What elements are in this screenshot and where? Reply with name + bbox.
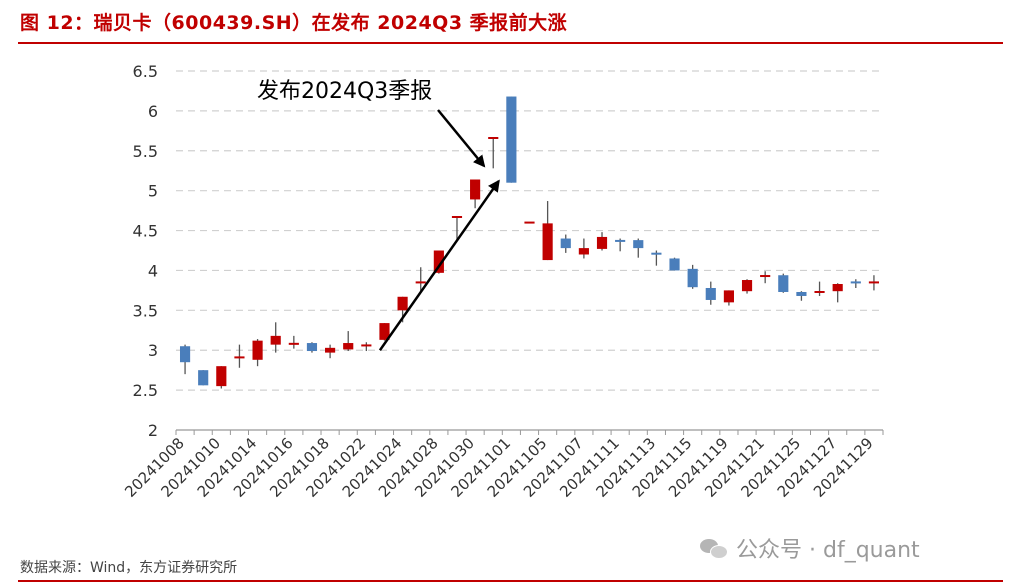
y-tick-label: 6.5	[133, 62, 158, 81]
candle-body	[832, 284, 843, 292]
candle-body	[687, 268, 698, 288]
candle-20241122	[778, 273, 789, 293]
candle-20241105	[542, 201, 553, 261]
candle-20241118	[705, 281, 716, 305]
candle-20241108	[596, 232, 608, 251]
axes: 22.533.544.555.566.520241008202410102024…	[121, 62, 884, 501]
candle-20241017	[306, 342, 318, 353]
candle-body	[325, 347, 336, 353]
candle-20241111	[615, 238, 626, 252]
candle-20241120	[741, 279, 753, 294]
candle-20241023	[379, 323, 390, 341]
candle-body	[270, 335, 281, 345]
candle-body	[723, 290, 734, 303]
candle-body	[705, 287, 716, 300]
candle-20241119	[723, 290, 734, 306]
candle-body	[741, 280, 753, 292]
candle-20241018	[325, 344, 336, 359]
y-tick-label: 3.5	[133, 301, 158, 320]
candle-20241011	[234, 344, 245, 368]
candle-body	[796, 291, 807, 296]
candle-body	[778, 275, 789, 292]
candle-20241125	[796, 291, 807, 301]
candle-20241009	[198, 370, 209, 386]
y-tick-label: 5	[148, 182, 158, 201]
candle-20241015	[270, 322, 281, 353]
candle-body	[306, 343, 318, 352]
candle-body	[578, 248, 589, 255]
candle-body	[397, 296, 408, 311]
title-divider	[18, 42, 1003, 44]
candle-20241107	[578, 238, 589, 259]
y-tick-label: 5.5	[133, 142, 158, 161]
candle-20241113	[651, 250, 662, 266]
candle-body	[179, 346, 191, 363]
gridlines	[176, 70, 883, 391]
candle-20241010	[216, 366, 227, 389]
candle-20241021	[343, 331, 354, 352]
candle-20241128	[850, 279, 861, 288]
candle-body	[633, 240, 644, 249]
candle-20241022	[361, 342, 372, 352]
candle-body	[542, 223, 553, 261]
y-tick-label: 6	[148, 102, 158, 121]
y-tick-label: 2	[148, 421, 158, 440]
candle-body	[470, 179, 481, 200]
y-tick-label: 3	[148, 341, 158, 360]
y-tick-label: 4	[148, 261, 158, 280]
candle-body	[379, 323, 390, 340]
candle-20241030	[470, 179, 481, 209]
watermark: 公众号 · df_quant	[700, 532, 920, 564]
candle-body	[198, 370, 209, 386]
bottom-divider	[18, 580, 1003, 582]
trend-arrow	[378, 179, 500, 351]
candle-20241101	[506, 96, 517, 183]
candle-body	[506, 96, 517, 183]
candle-body	[596, 236, 608, 249]
candle-20241025	[415, 267, 426, 292]
y-tick-label: 2.5	[133, 381, 158, 400]
figure-title: 图 12：瑞贝卡（600439.SH）在发布 2024Q3 季报前大涨	[20, 12, 568, 34]
candle-20241121	[760, 271, 771, 284]
candle-20241114	[669, 257, 680, 271]
watermark-text: 公众号 · df_quant	[736, 538, 920, 563]
source-note: 数据来源：Wind，东方证券研究所	[20, 560, 238, 576]
annotation-arrow	[437, 109, 486, 168]
candle-20241104	[524, 221, 535, 224]
candle-body	[216, 366, 227, 387]
y-tick-label: 4.5	[133, 222, 158, 241]
candle-body	[560, 238, 571, 249]
annotations: 发布2024Q3季报	[257, 79, 500, 351]
candle-body	[343, 343, 354, 350]
candle-20241115	[687, 264, 698, 289]
candle-20241029	[451, 215, 463, 241]
candle-20241031	[488, 137, 499, 169]
candle-body	[252, 340, 263, 360]
candle-body	[433, 250, 444, 273]
annotation-label: 发布2024Q3季报	[257, 79, 432, 104]
candle-20241106	[560, 234, 571, 253]
candle-20241127	[832, 283, 843, 303]
candle-body	[669, 258, 680, 271]
candle-20241028	[433, 250, 444, 274]
candle-20241016	[288, 335, 299, 349]
candle-20241126	[814, 281, 825, 296]
candle-20241129	[868, 275, 880, 291]
candle-20241008	[179, 344, 191, 375]
wechat-icon	[700, 537, 728, 559]
candles	[179, 96, 880, 389]
candle-20241014	[252, 339, 263, 367]
candle-20241112	[633, 238, 644, 258]
